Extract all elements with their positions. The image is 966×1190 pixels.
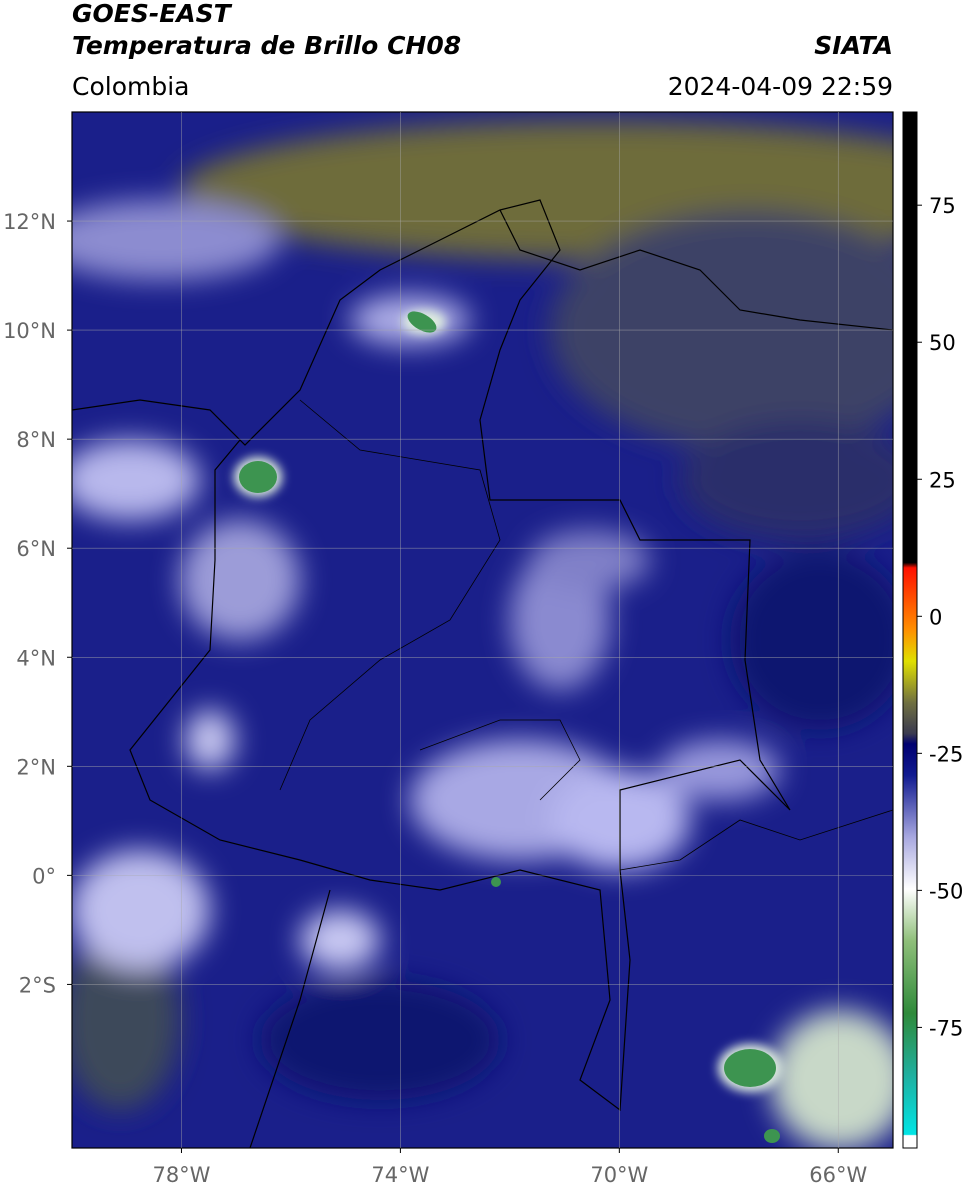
colorbar-tick-label: 0 <box>929 605 942 629</box>
dynamic-layer: 78°W 74°W 70°W 66°W 12°N 10°N 8°N 6°N 4°N 2°N 0° 2°… <box>3 194 963 1187</box>
satellite-image <box>72 112 893 1148</box>
source: SIATA <box>814 31 893 60</box>
cold-cloud <box>724 1049 776 1087</box>
lat-tick-label: 12°N <box>3 210 56 234</box>
product: Temperatura de Brillo CH08 <box>72 31 461 60</box>
lat-tick-label: 2°N <box>16 755 56 779</box>
lon-tick-label: 78°W <box>152 1163 210 1187</box>
colorbar-tick-label: 75 <box>929 194 956 218</box>
cold-cloud <box>491 877 501 887</box>
colorbar-tick-label: -50 <box>929 879 963 903</box>
colorbar-tick-label: 25 <box>929 468 956 492</box>
region: Colombia <box>72 72 189 101</box>
datetime: 2024-04-09 22:59 <box>668 72 893 101</box>
cold-cloud <box>407 311 437 333</box>
cold-cloud <box>239 461 277 493</box>
lat-tick-label: 8°N <box>16 428 56 452</box>
map-frame <box>71 111 894 1149</box>
lat-tick-label: 10°N <box>3 319 56 343</box>
lon-tick-label: 66°W <box>809 1163 867 1187</box>
borders <box>72 199 893 1148</box>
cold-cloud <box>764 1129 780 1143</box>
colorbar-tick-label: 50 <box>929 331 956 355</box>
graticule <box>72 112 893 1148</box>
colorbar-tick-label: -75 <box>929 1016 963 1040</box>
colorbar-tick-label: -25 <box>929 742 963 766</box>
colorbar <box>902 111 918 1149</box>
satellite: GOES-EAST <box>72 0 233 28</box>
lat-tick-label: 0° <box>32 864 56 888</box>
lat-tick-label: 6°N <box>16 537 56 561</box>
lat-tick-label: 2°S <box>19 973 56 997</box>
lon-tick-label: 70°W <box>590 1163 648 1187</box>
lat-tick-label: 4°N <box>16 646 56 670</box>
lon-tick-label: 74°W <box>371 1163 429 1187</box>
